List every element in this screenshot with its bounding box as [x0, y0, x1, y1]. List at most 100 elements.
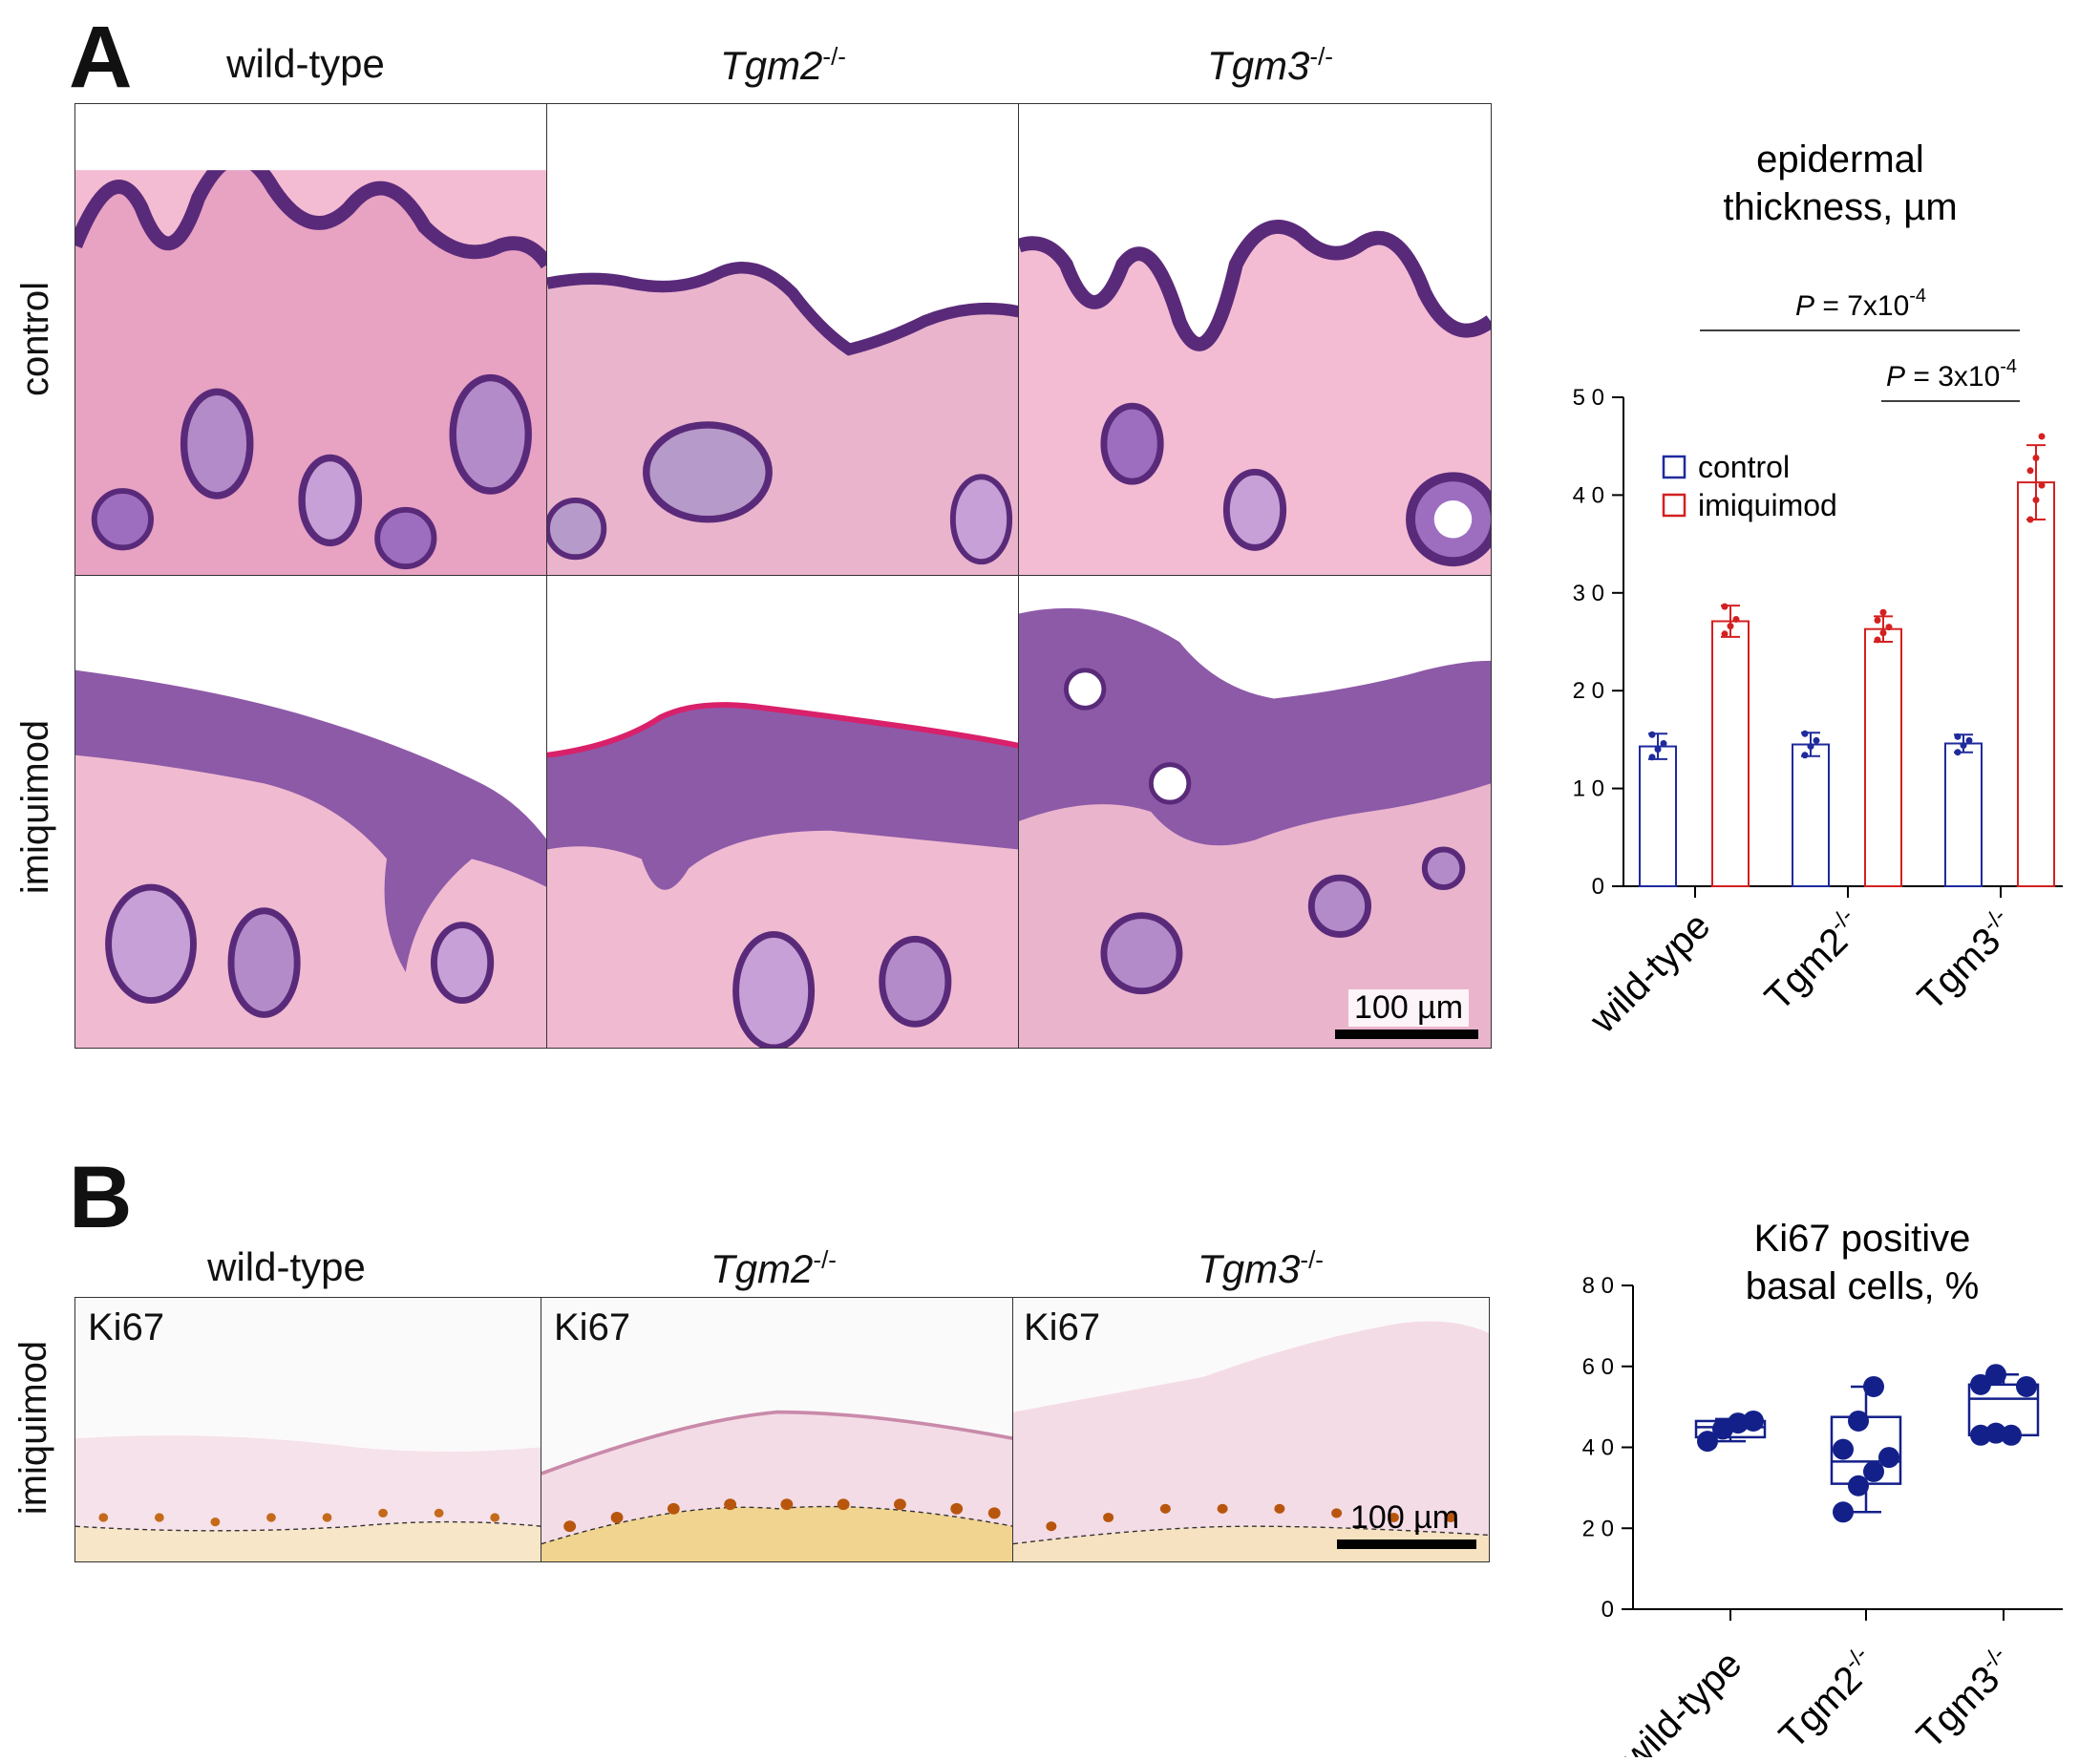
- data-point: [1801, 752, 1809, 759]
- legend-swatch-control: [1662, 455, 1686, 479]
- scalebar-a-label: 100 µm: [1348, 989, 1470, 1027]
- data-point: [1965, 736, 1973, 744]
- data-point: [2038, 481, 2046, 489]
- ki67-label-tgm2: Ki67: [554, 1306, 631, 1348]
- panel-letter-b: B: [69, 1149, 133, 1246]
- x-tick-label: Tgm3-/-: [1909, 903, 2025, 1019]
- data-point: [1885, 624, 1893, 631]
- panel-letter-a: A: [69, 9, 133, 106]
- legend-label-control: control: [1698, 450, 1790, 484]
- data-point: [2001, 1424, 2022, 1446]
- scalebar-a: [1335, 1030, 1478, 1039]
- data-point: [1807, 743, 1814, 751]
- data-point: [1985, 1364, 2006, 1386]
- y-tick-label: 0: [1592, 874, 1604, 900]
- histology-a-control-tgm2: [546, 103, 1020, 577]
- x-tick-label: wild-type: [1581, 904, 1718, 1041]
- data-point: [2026, 516, 2034, 523]
- data-point: [1697, 1431, 1718, 1453]
- panel-a-row-label-imiquimod: imiquimod: [14, 719, 56, 895]
- data-point: [1863, 1375, 1884, 1397]
- data-point: [1954, 749, 1962, 756]
- x-tick-label: wild-type: [1613, 1643, 1750, 1757]
- data-point: [2026, 467, 2034, 475]
- data-point: [1732, 615, 1740, 623]
- data-point: [1960, 742, 1967, 750]
- y-tick-label: 4 0: [1582, 1435, 1614, 1461]
- data-point: [1954, 732, 1962, 740]
- bar: [1792, 743, 1830, 888]
- data-point: [1874, 616, 1881, 624]
- data-point: [1813, 736, 1820, 744]
- bar: [1944, 742, 1983, 887]
- bar: [1864, 627, 1902, 887]
- panel-b-row-label-imiquimod: imiquimod: [12, 1340, 54, 1516]
- data-point: [1648, 754, 1656, 761]
- significance-label: P = 3x10-4: [1886, 356, 2017, 393]
- y-tick-label: 2 0: [1573, 678, 1604, 704]
- data-point: [1848, 1410, 1869, 1432]
- data-point: [1654, 746, 1662, 754]
- ki67-label-wildtype: Ki67: [88, 1306, 165, 1348]
- col-title-text: Tgm2: [711, 1246, 814, 1291]
- col-title-sup: -/-: [1309, 42, 1333, 71]
- data-point: [1985, 1422, 2006, 1444]
- histology-a-imiquimod-tgm3: [1018, 575, 1492, 1049]
- col-title-sup: -/-: [1300, 1245, 1324, 1274]
- histology-a-imiquimod-wildtype: [74, 575, 548, 1049]
- data-point: [1863, 1460, 1884, 1482]
- x-tick-label: Tgm2-/-: [1771, 1642, 1886, 1757]
- panel-b-col-title-tgm3: Tgm3-/-: [1146, 1247, 1375, 1289]
- col-title-text: Tgm2: [720, 43, 823, 88]
- data-point: [1660, 739, 1667, 747]
- col-title-text: Tgm3: [1198, 1246, 1301, 1291]
- data-point: [1728, 1412, 1749, 1434]
- chart-title-line-2: basal cells, %: [1746, 1265, 1980, 1307]
- data-point: [1721, 630, 1729, 638]
- y-tick-label: 2 0: [1582, 1516, 1614, 1541]
- y-tick-label: 4 0: [1573, 482, 1604, 508]
- data-point: [1743, 1410, 1764, 1432]
- bar: [1639, 745, 1677, 887]
- panel-a-col-title-tgm2: Tgm2-/-: [668, 44, 898, 86]
- panel-a-col-title-tgm3: Tgm3-/-: [1156, 44, 1385, 86]
- legend-label-imiquimod: imiquimod: [1698, 488, 1837, 522]
- chart-epidermal-thickness: epidermal thickness, µm 0 1 0 2 0 3 0 4 0 5 0 wi…: [1573, 138, 2063, 1042]
- panel-b-col-title-wildtype: wild-type: [153, 1247, 420, 1287]
- x-tick-label: Tgm2-/-: [1756, 903, 1872, 1019]
- chart-title-line-2: thickness, µm: [1723, 186, 1957, 228]
- data-point: [2032, 497, 2040, 504]
- bar: [2017, 481, 2055, 887]
- legend-swatch-imiquimod: [1662, 493, 1686, 518]
- y-tick-label: 0: [1602, 1597, 1614, 1623]
- col-title-text: wild-type: [226, 41, 385, 86]
- data-point: [1727, 623, 1734, 630]
- data-point: [1801, 730, 1809, 737]
- bar: [1711, 620, 1750, 887]
- data-point: [1878, 1447, 1899, 1469]
- chart-title-line-1: Ki67 positive: [1754, 1218, 1971, 1260]
- data-point: [1833, 1438, 1854, 1460]
- y-tick-label: 8 0: [1582, 1273, 1614, 1299]
- ki67-label-tgm3: Ki67: [1024, 1306, 1101, 1348]
- y-tick-label: 6 0: [1582, 1354, 1614, 1380]
- chart-title-line-1: epidermal: [1756, 138, 1924, 180]
- panel-a-row-label-control: control: [14, 281, 56, 397]
- significance-label: P = 7x10-4: [1795, 286, 1926, 322]
- data-point: [1879, 629, 1887, 637]
- y-tick-label: 1 0: [1573, 776, 1604, 802]
- histology-a-control-tgm3: [1018, 103, 1492, 577]
- col-title-sup: -/-: [822, 42, 846, 71]
- col-title-text: Tgm3: [1207, 43, 1310, 88]
- data-point: [1833, 1501, 1854, 1523]
- panel-a-col-title-wildtype: wild-type: [172, 44, 439, 84]
- ki67-micrograph-wildtype: [74, 1297, 542, 1562]
- panel-b-col-title-tgm2: Tgm2-/-: [659, 1247, 888, 1289]
- col-title-text: wild-type: [207, 1244, 366, 1289]
- histology-a-control-wildtype: [74, 103, 548, 577]
- data-point: [1848, 1475, 1869, 1497]
- scalebar-b: [1337, 1539, 1476, 1549]
- x-tick-label: Tgm3-/-: [1908, 1642, 2024, 1757]
- chart-ki67-positive: Ki67 positive basal cells, % 0 2 0 4 0 6 0 8 0…: [1582, 1218, 2063, 1757]
- histology-a-imiquimod-tgm2: [546, 575, 1020, 1049]
